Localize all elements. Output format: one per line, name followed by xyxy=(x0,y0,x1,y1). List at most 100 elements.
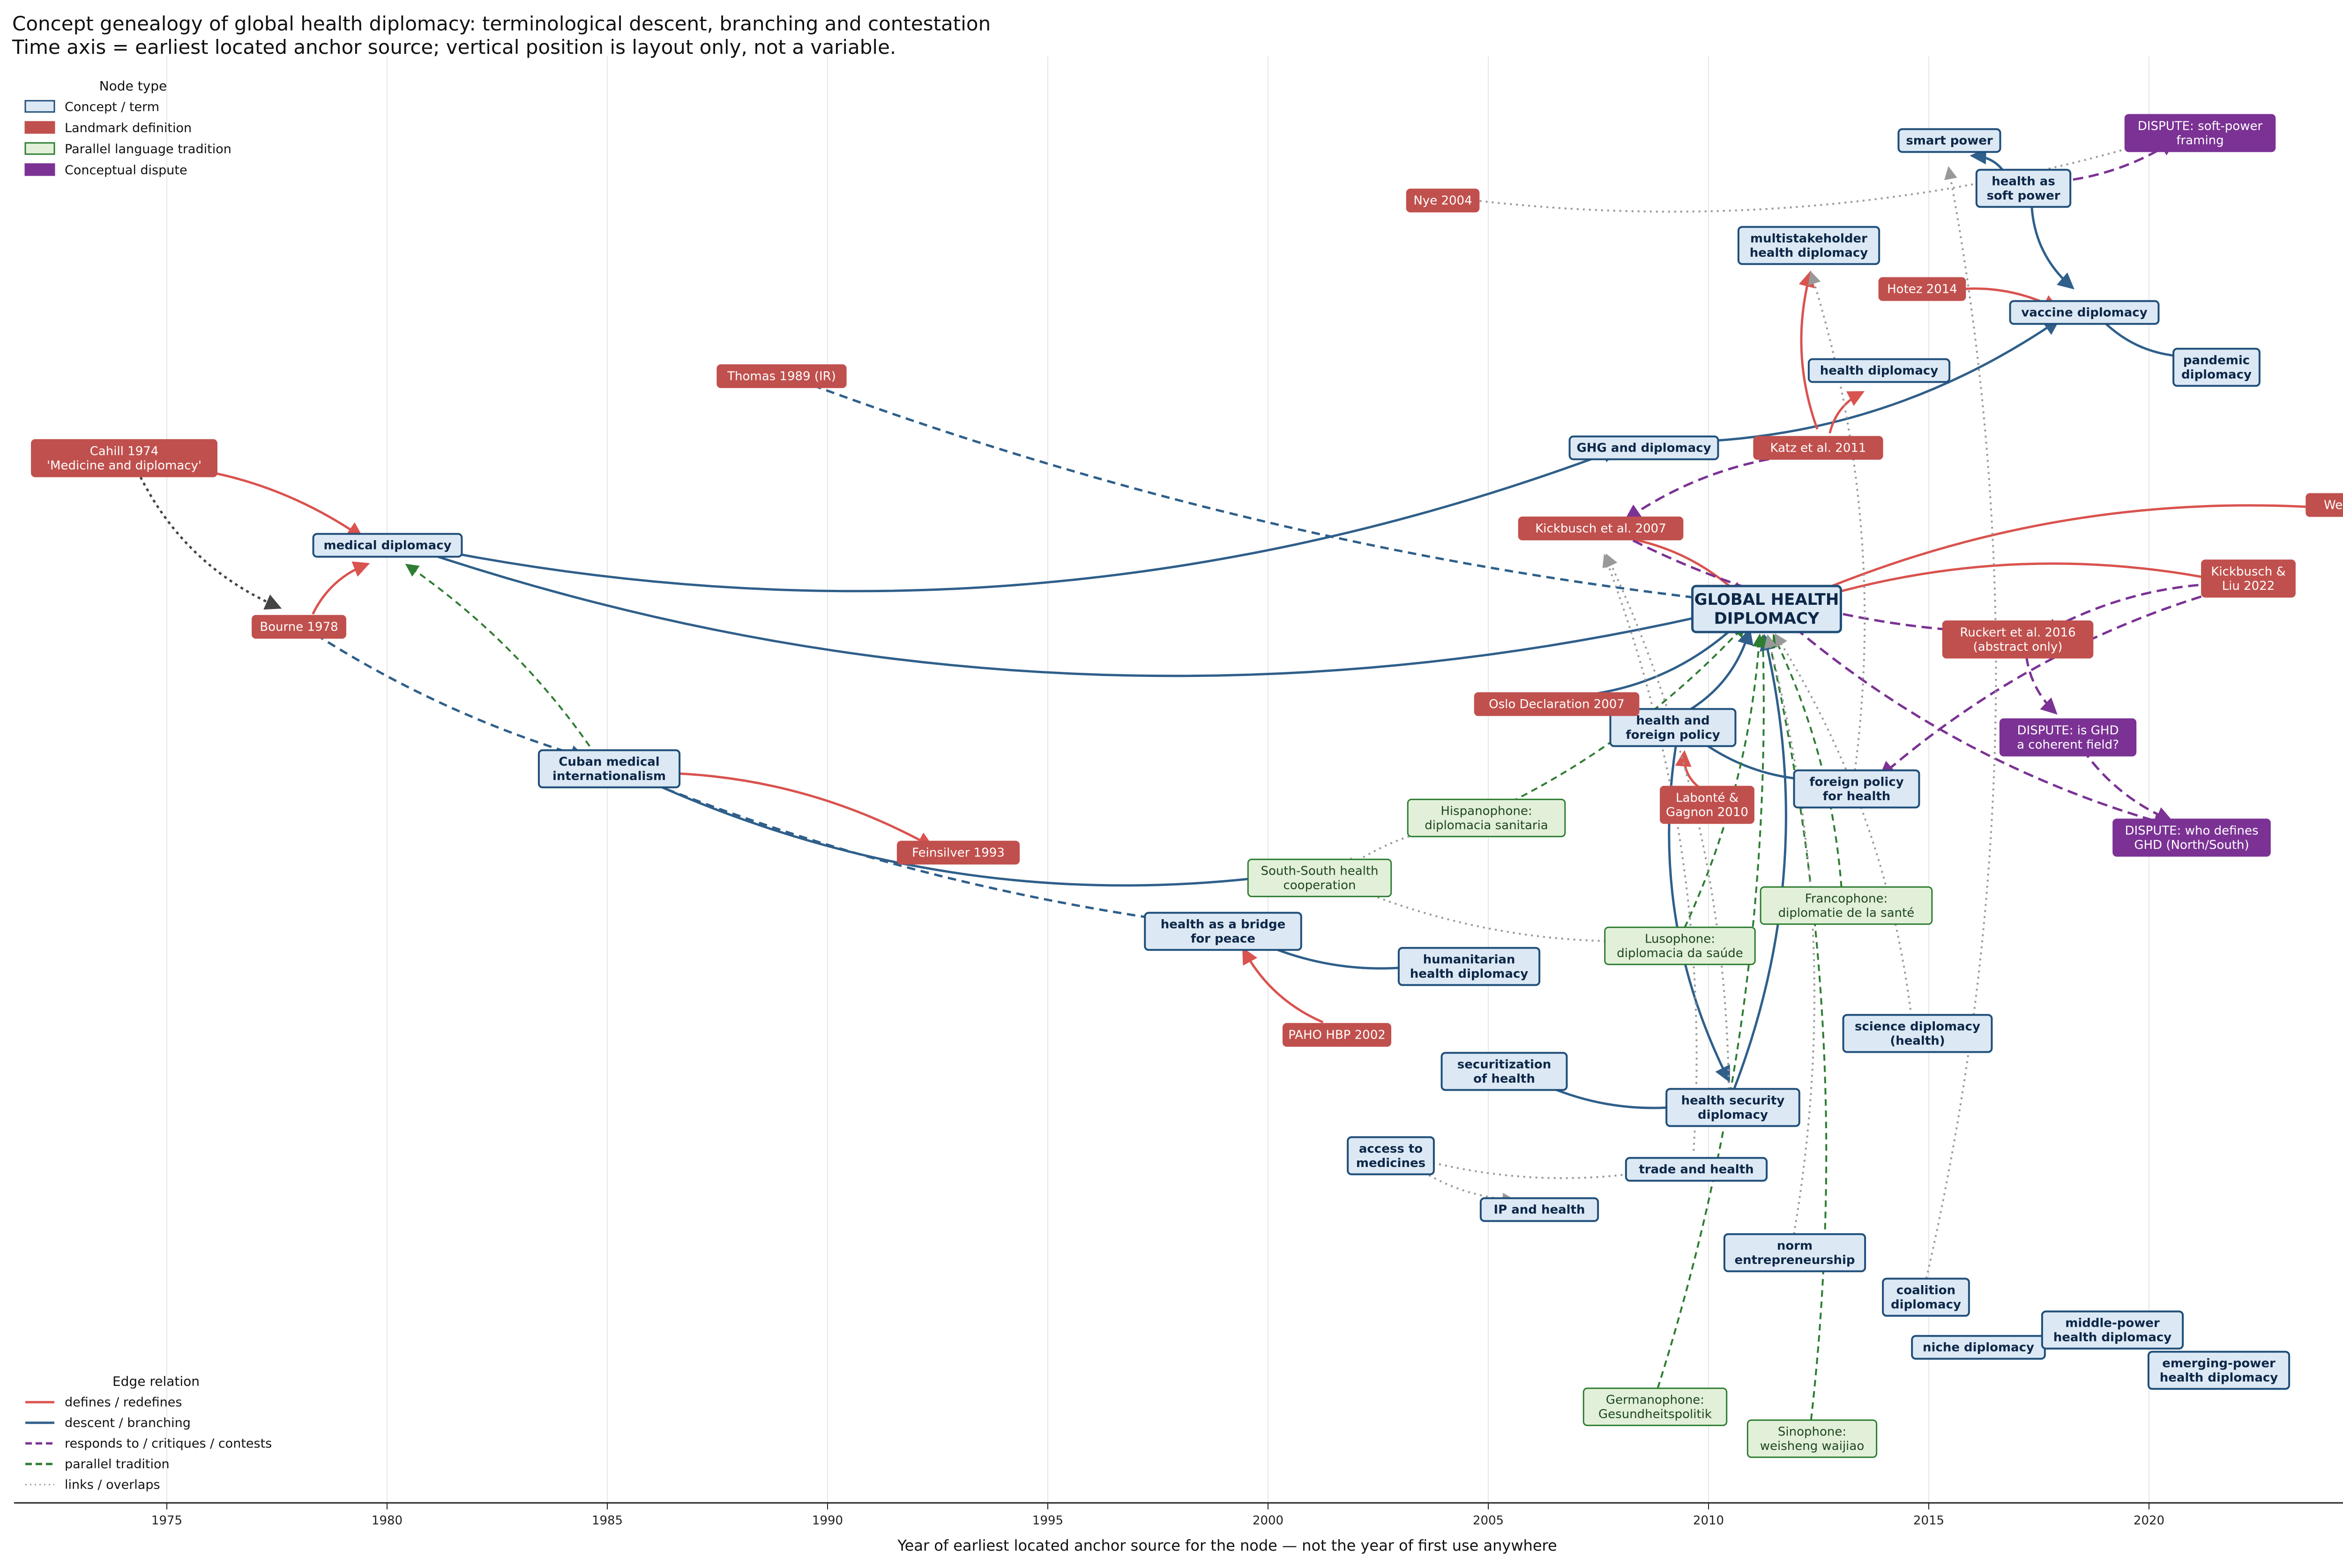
node-label-wernli: Wernli et al. 2023 xyxy=(2324,498,2343,513)
year-gridlines xyxy=(166,56,2149,1503)
node-box-ip xyxy=(1479,1197,1599,1222)
node-hdip: health diplomacy xyxy=(1807,358,1951,383)
node-trade: trade and health xyxy=(1625,1157,1768,1182)
node-box-katz xyxy=(1753,436,1883,460)
node-franco: Francophone:diplomatie de la santé xyxy=(1760,886,1933,925)
node-box-oslo xyxy=(1474,692,1640,716)
edge-softpow-to-vaccine xyxy=(2030,205,2074,290)
node-ruckert: Ruckert et al. 2016(abstract only) xyxy=(1942,620,2094,659)
edge-ghg-to-vaccine xyxy=(1662,319,2060,444)
edge-luso-to-ghd xyxy=(1684,633,1766,929)
node-box-cuban xyxy=(537,749,681,788)
x-tick-label: 2005 xyxy=(1473,1514,1504,1528)
node-label-luso: diplomacia da saúde xyxy=(1617,946,1743,960)
node-kick07: Kickbusch et al. 2007 xyxy=(1518,516,1684,541)
node-label-trade: trade and health xyxy=(1639,1163,1754,1177)
node-label-bourne: Bourne 1978 xyxy=(260,620,338,634)
x-tick-label: 1995 xyxy=(1032,1514,1063,1528)
edge-kickliu-to-ruckert xyxy=(2042,582,2231,634)
edge-cahill-to-bourne xyxy=(136,470,282,610)
edge-meddip-to-ghd xyxy=(406,545,1742,677)
node-label-pandemic: diplomacy xyxy=(2181,368,2252,382)
chart-subtitle: Time axis = earliest located anchor sour… xyxy=(12,36,896,59)
node-label-fph: foreign policy xyxy=(1809,775,1903,789)
node-label-ssouth: cooperation xyxy=(1283,878,1356,892)
node-label-ruckert: (abstract only) xyxy=(1973,640,2063,654)
node-hotez: Hotez 2014 xyxy=(1878,277,1966,301)
x-tick-label: 1975 xyxy=(151,1514,182,1528)
node-box-softpow xyxy=(1975,169,2072,208)
node-label-softpow: health as xyxy=(1992,174,2055,188)
node-legend-swatch xyxy=(24,142,55,155)
node-label-disp_coh: a coherent field? xyxy=(2017,738,2119,752)
node-box-multi xyxy=(1737,226,1880,265)
node-label-hdip: health diplomacy xyxy=(1820,364,1939,378)
node-box-germ xyxy=(1582,1387,1728,1427)
edge-sino-to-ghd xyxy=(1764,634,1828,1420)
x-axis: 1975 1980 1985 1990 1995 2000 2005 2010 2015 2020… xyxy=(14,1502,2343,1554)
node-box-pandemic xyxy=(2172,348,2261,387)
node-label-ruckert: Ruckert et al. 2016 xyxy=(1960,625,2075,639)
legends-layer: Node type Concept / term Landmark definiti… xyxy=(24,78,272,1492)
node-label-coal: coalition xyxy=(1896,1283,1955,1297)
x-axis-label: Year of earliest located anchor source f… xyxy=(897,1537,1557,1554)
node-katz: Katz et al. 2011 xyxy=(1753,436,1883,460)
node-hisp: Hispanophone:diplomacia sanitaria xyxy=(1407,798,1566,838)
node-label-hfp: foreign policy xyxy=(1626,728,1720,742)
node-label-disp_who: DISPUTE: who defines xyxy=(2125,824,2258,838)
node-box-bridge xyxy=(1144,912,1302,951)
node-box-disp_coh xyxy=(1999,718,2137,757)
node-box-ghg xyxy=(1568,435,1719,461)
node-label-kick07: Kickbusch et al. 2007 xyxy=(1535,522,1666,536)
edge-katz-to-kick07 xyxy=(1624,453,1801,521)
node-cahill: Cahill 1974'Medicine and diplomacy' xyxy=(31,439,217,477)
node-label-bridge: for peace xyxy=(1191,932,1255,946)
node-ghg: GHG and diplomacy xyxy=(1568,435,1719,461)
node-label-bridge: health as a bridge xyxy=(1161,917,1285,931)
edge-kickliu-to-fph xyxy=(1879,586,2232,778)
node-label-franco: Francophone: xyxy=(1805,892,1888,906)
node-label-ghd: GLOBAL HEALTH xyxy=(1694,590,1839,609)
node-label-ghg: GHG and diplomacy xyxy=(1576,441,1711,455)
x-tick-label: 1985 xyxy=(592,1514,623,1528)
node-label-cuban: internationalism xyxy=(552,769,666,783)
edge-katz-to-hdip xyxy=(1828,391,1865,434)
node-box-kick07 xyxy=(1518,516,1684,541)
node-label-access: access to xyxy=(1359,1142,1423,1156)
node-label-pandemic: pandemic xyxy=(2183,353,2250,367)
node-box-franco xyxy=(1760,886,1933,925)
edge-legend-label: responds to / critiques / contests xyxy=(65,1436,272,1451)
node-label-katz: Katz et al. 2011 xyxy=(1770,441,1866,455)
edge-fph-to-multi xyxy=(1808,271,1866,771)
node-label-scidip: science diplomacy xyxy=(1855,1019,1980,1033)
edge-labonte-to-hfp xyxy=(1675,750,1701,789)
node-label-norm: norm xyxy=(1777,1239,1813,1253)
node-box-thomas xyxy=(716,364,847,388)
node-box-nye xyxy=(1406,188,1480,213)
node-label-hisp: diplomacia sanitaria xyxy=(1425,818,1548,832)
node-label-middle: middle-power xyxy=(2065,1316,2160,1330)
node-box-norm xyxy=(1723,1233,1866,1272)
node-label-hotez: Hotez 2014 xyxy=(1887,282,1957,297)
edge-franco-to-ghd xyxy=(1772,633,1843,888)
edge-hsd-to-ghd xyxy=(1733,634,1787,1089)
node-box-bourne xyxy=(252,615,346,639)
node-label-multi: health diplomacy xyxy=(1750,246,1868,260)
node-wernli: Wernli et al. 2023 xyxy=(2306,493,2343,517)
node-box-emerg xyxy=(2147,1351,2291,1390)
node-label-human: humanitarian xyxy=(1423,952,1515,966)
edge-ghd-to-kickliu xyxy=(1785,562,2224,609)
node-legend-label: Conceptual dispute xyxy=(65,163,187,178)
node-label-labonte: Labonté & xyxy=(1676,791,1739,805)
node-label-hsd: diplomacy xyxy=(1698,1108,1768,1122)
node-box-human xyxy=(1397,947,1541,986)
node-paho: PAHO HBP 2002 xyxy=(1282,1023,1392,1047)
